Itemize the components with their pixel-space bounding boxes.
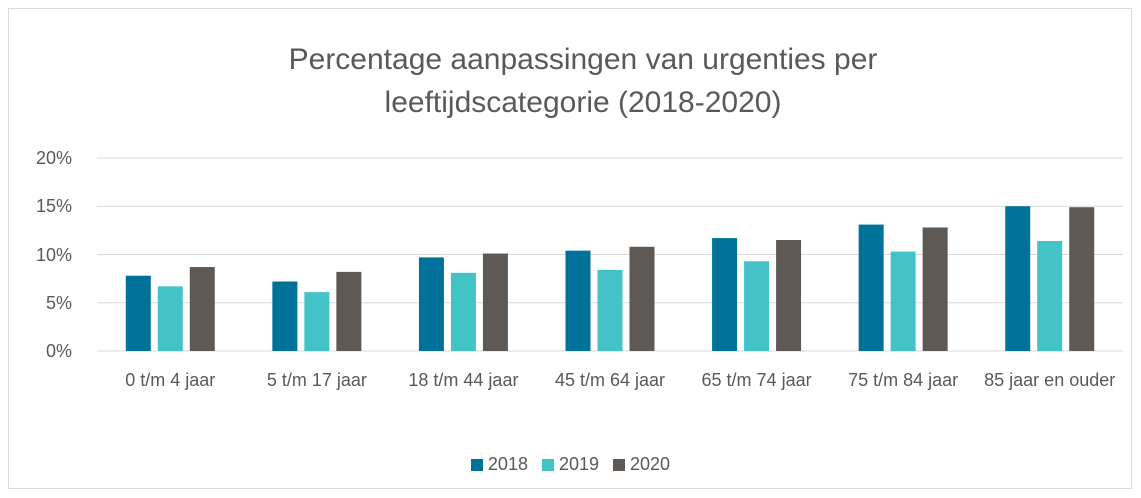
- legend-swatch: [613, 458, 626, 471]
- legend-label: 2019: [558, 454, 600, 474]
- x-tick-label: 18 t/m 44 jaar: [408, 370, 519, 390]
- y-tick-label: 10%: [35, 244, 72, 265]
- legend-swatch: [541, 458, 554, 471]
- legend-item: 2019: [541, 454, 600, 475]
- bar: [712, 238, 738, 351]
- bar: [922, 227, 948, 351]
- bar: [450, 272, 476, 351]
- bar: [1037, 240, 1063, 351]
- bar: [272, 281, 298, 351]
- x-tick-label: 5 t/m 17 jaar: [266, 370, 367, 390]
- legend: 2018 2019 2020: [0, 454, 1141, 475]
- x-tick-label: 65 t/m 74 jaar: [701, 370, 812, 390]
- bar: [858, 224, 884, 351]
- legend-item: 2018: [470, 454, 528, 475]
- x-tick-label: 45 t/m 64 jaar: [554, 370, 666, 390]
- bar: [890, 251, 916, 351]
- bar: [565, 250, 591, 351]
- legend-label: 2018: [487, 454, 528, 474]
- bar: [189, 267, 215, 351]
- bar: [744, 261, 770, 351]
- bar: [336, 271, 362, 351]
- bar: [776, 240, 802, 351]
- bar: [1069, 207, 1095, 351]
- bar: [125, 275, 151, 351]
- legend-label: 2020: [630, 454, 671, 474]
- bar: [482, 253, 508, 351]
- legend-swatch: [470, 458, 483, 471]
- x-tick-label: 0 t/m 4 jaar: [125, 370, 216, 390]
- y-tick-label: 15%: [35, 196, 72, 217]
- y-tick-label: 0%: [45, 341, 72, 361]
- chart-title: Percentage aanpassingen van urgenties pe…: [288, 43, 878, 119]
- bar: [597, 269, 623, 351]
- bar: [629, 246, 655, 351]
- bar: [418, 257, 444, 351]
- y-tick-label: 5%: [45, 292, 72, 313]
- bar: [157, 286, 183, 351]
- legend-item: 2020: [613, 454, 670, 475]
- bar: [304, 292, 330, 351]
- bar: [1005, 206, 1031, 351]
- chart-frame: [8, 8, 1132, 489]
- x-tick-label: 85 jaar en ouder: [984, 370, 1116, 390]
- y-tick-label: 20%: [35, 148, 72, 168]
- x-tick-label: 75 t/m 84 jaar: [848, 370, 959, 390]
